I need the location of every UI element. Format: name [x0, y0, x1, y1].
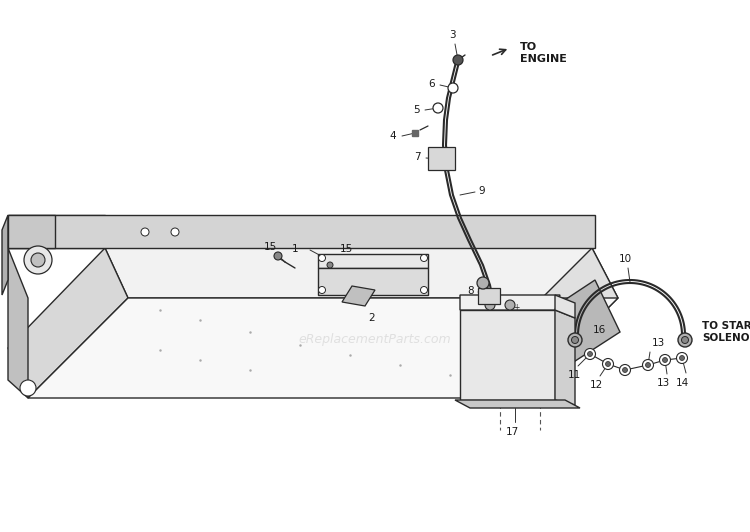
Circle shape: [505, 300, 515, 310]
Text: 10: 10: [619, 254, 632, 264]
Text: +: +: [513, 303, 519, 312]
Text: 2: 2: [368, 313, 375, 323]
Text: 15: 15: [340, 244, 353, 254]
Text: eReplacementParts.com: eReplacementParts.com: [298, 334, 452, 346]
Circle shape: [327, 262, 333, 268]
Circle shape: [659, 354, 670, 365]
Text: 5: 5: [413, 105, 420, 115]
Circle shape: [502, 377, 518, 393]
Circle shape: [319, 287, 326, 294]
Circle shape: [421, 287, 428, 294]
Polygon shape: [2, 215, 8, 295]
Text: 11: 11: [567, 370, 580, 380]
Circle shape: [448, 83, 458, 93]
Circle shape: [646, 362, 650, 368]
Circle shape: [477, 277, 489, 289]
Polygon shape: [492, 248, 618, 398]
Circle shape: [319, 254, 326, 262]
Circle shape: [453, 55, 463, 65]
Polygon shape: [318, 268, 428, 295]
Polygon shape: [460, 310, 555, 400]
Text: 8: 8: [467, 286, 474, 296]
Polygon shape: [555, 295, 575, 318]
Polygon shape: [8, 215, 105, 248]
Text: TO
ENGINE: TO ENGINE: [520, 42, 567, 64]
Circle shape: [171, 228, 179, 236]
Circle shape: [605, 362, 610, 367]
Polygon shape: [28, 298, 618, 398]
Circle shape: [584, 348, 596, 360]
Circle shape: [676, 353, 688, 363]
Polygon shape: [105, 248, 618, 298]
Text: 4: 4: [389, 131, 396, 141]
Text: 3: 3: [448, 30, 455, 40]
Text: 1: 1: [291, 244, 298, 254]
Circle shape: [568, 333, 582, 347]
Circle shape: [662, 358, 668, 362]
Circle shape: [680, 355, 685, 361]
Text: 7: 7: [414, 152, 421, 162]
Polygon shape: [555, 310, 575, 405]
Polygon shape: [8, 215, 55, 248]
Circle shape: [433, 103, 443, 113]
Circle shape: [678, 333, 692, 347]
Circle shape: [485, 300, 495, 310]
Text: 13: 13: [652, 338, 665, 348]
Text: 17: 17: [506, 427, 519, 437]
Circle shape: [643, 360, 653, 370]
Circle shape: [20, 380, 36, 396]
Polygon shape: [460, 295, 560, 310]
Circle shape: [620, 364, 631, 376]
Polygon shape: [342, 286, 375, 306]
Polygon shape: [492, 280, 620, 398]
Polygon shape: [478, 288, 500, 304]
Text: 6: 6: [428, 79, 435, 89]
Text: TO STARTER
SOLENOID: TO STARTER SOLENOID: [702, 321, 750, 343]
Text: 9: 9: [478, 186, 484, 196]
Text: 15: 15: [263, 242, 277, 252]
Circle shape: [421, 254, 428, 262]
Polygon shape: [455, 400, 580, 408]
Circle shape: [24, 246, 52, 274]
Polygon shape: [8, 248, 128, 398]
Circle shape: [587, 352, 592, 356]
Circle shape: [31, 253, 45, 267]
Text: 12: 12: [590, 380, 603, 390]
Text: 14: 14: [675, 378, 688, 388]
Polygon shape: [318, 254, 428, 268]
Polygon shape: [8, 248, 28, 398]
Text: 13: 13: [656, 378, 670, 388]
Polygon shape: [428, 147, 455, 170]
Polygon shape: [8, 215, 595, 248]
Circle shape: [274, 252, 282, 260]
Circle shape: [622, 368, 628, 372]
Text: 16: 16: [593, 325, 606, 335]
Circle shape: [682, 337, 688, 344]
Circle shape: [572, 337, 578, 344]
Circle shape: [602, 359, 613, 370]
Circle shape: [141, 228, 149, 236]
